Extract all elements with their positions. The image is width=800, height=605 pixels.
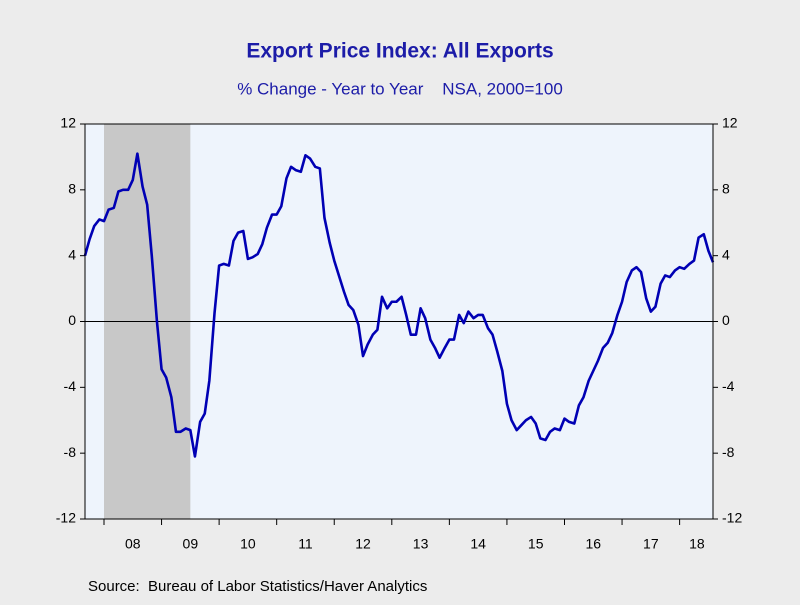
x-tick-label: 17 bbox=[643, 536, 659, 552]
y-tick-label: 4 bbox=[68, 246, 76, 262]
plot-frame bbox=[84, 123, 714, 520]
chart-title: Export Price Index: All Exports bbox=[246, 40, 553, 63]
x-tick-label: 16 bbox=[585, 536, 601, 552]
x-tick-label: 09 bbox=[183, 536, 199, 552]
x-tick-label: 18 bbox=[689, 536, 705, 552]
y2-tick-label: 4 bbox=[722, 246, 730, 262]
y-tick-label: -8 bbox=[64, 444, 77, 460]
x-tick-label: 11 bbox=[298, 536, 313, 552]
y2-tick-label: -12 bbox=[722, 510, 742, 526]
y2-tick-label: 8 bbox=[722, 181, 730, 197]
x-tick-label: 12 bbox=[355, 536, 371, 552]
x-tick-label: 10 bbox=[240, 536, 256, 552]
y2-tick-label: -8 bbox=[722, 444, 735, 460]
y-tick-label: 8 bbox=[68, 181, 76, 197]
y2-tick-label: 0 bbox=[722, 312, 730, 328]
y-tick-label: 12 bbox=[60, 115, 76, 131]
chart-subtitle: % Change - Year to Year NSA, 2000=100 bbox=[237, 79, 563, 98]
y-tick-label: -12 bbox=[56, 510, 76, 526]
y2-tick-label: 12 bbox=[722, 115, 738, 131]
y2-tick-label: -4 bbox=[722, 378, 735, 394]
x-tick-label: 13 bbox=[413, 536, 429, 552]
y-tick-label: -4 bbox=[64, 378, 77, 394]
x-tick-label: 08 bbox=[125, 536, 141, 552]
data-line bbox=[83, 152, 715, 458]
source-note: Source: Bureau of Labor Statistics/Haver… bbox=[88, 578, 427, 595]
x-tick-label: 15 bbox=[528, 536, 544, 552]
x-tick-label: 14 bbox=[470, 536, 486, 552]
y-tick-label: 0 bbox=[68, 312, 76, 328]
